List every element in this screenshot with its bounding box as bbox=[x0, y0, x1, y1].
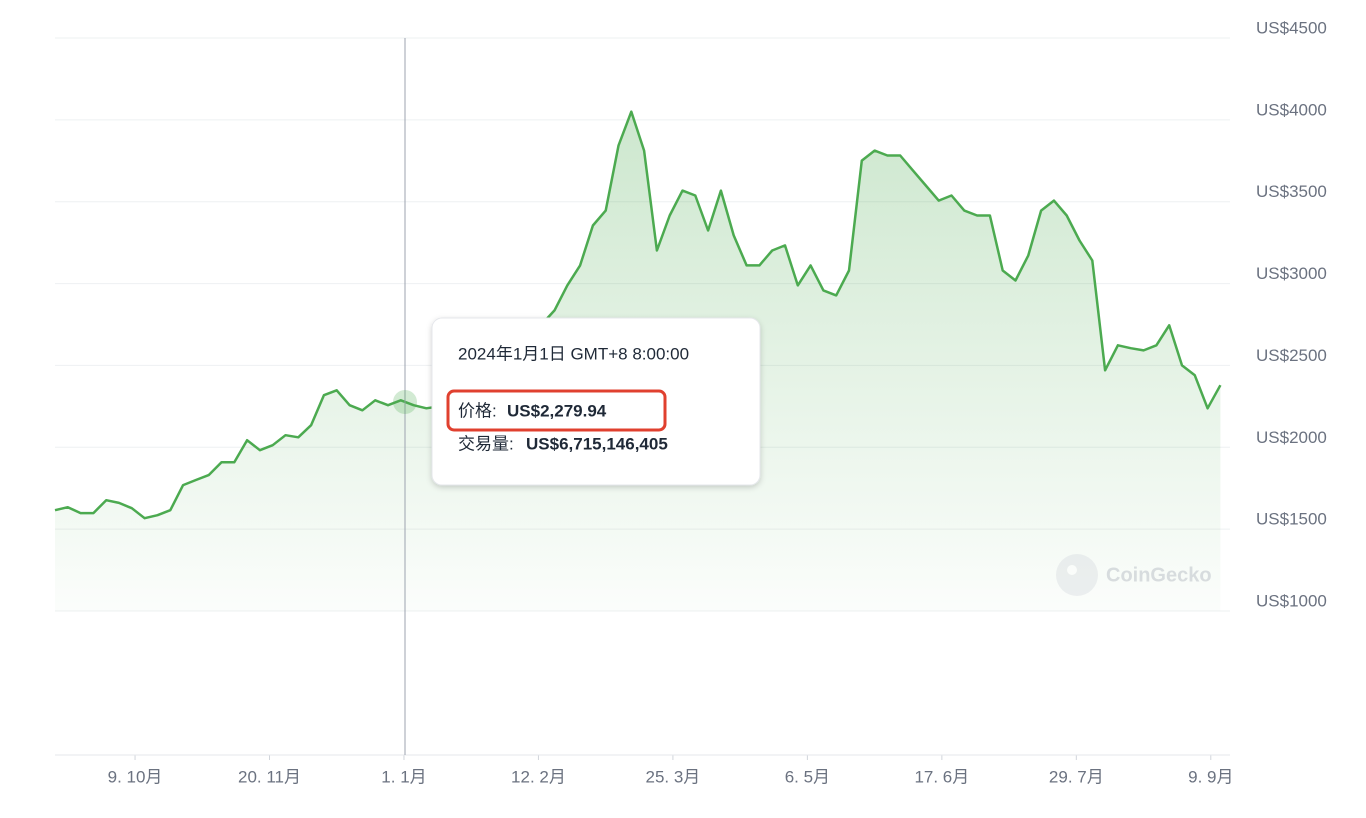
x-tick-label: 17. 6月 bbox=[914, 767, 969, 786]
x-tick-label: 6. 5月 bbox=[785, 767, 830, 786]
price-label: 价格: bbox=[458, 401, 497, 420]
volume-label: 交易量: bbox=[458, 434, 514, 453]
x-tick-label: 1. 1月 bbox=[381, 767, 426, 786]
x-tick-label: 12. 2月 bbox=[511, 767, 566, 786]
y-tick-label: US$2000 bbox=[1256, 428, 1327, 447]
watermark: CoinGecko bbox=[1056, 554, 1212, 596]
tooltip: 2024年1月1日 GMT+8 8:00:00 价格: US$2,279.94 … bbox=[431, 317, 761, 486]
y-tick-label: US$3000 bbox=[1256, 264, 1327, 283]
y-tick-label: US$2500 bbox=[1256, 346, 1327, 365]
watermark-text: CoinGecko bbox=[1106, 564, 1212, 586]
hover-point bbox=[393, 390, 417, 414]
line bbox=[54, 110, 1222, 520]
x-tick-label: 25. 3月 bbox=[646, 767, 701, 786]
y-tick-label: US$4000 bbox=[1256, 100, 1327, 119]
x-tick-label: 20. 11月 bbox=[238, 767, 301, 786]
x-tick-label: 29. 7月 bbox=[1049, 767, 1104, 786]
volume-value: US$6,715,146,405 bbox=[526, 434, 668, 453]
y-tick-label: US$4500 bbox=[1256, 18, 1327, 37]
y-tick-label: US$1500 bbox=[1256, 510, 1327, 529]
y-tick-label: US$1000 bbox=[1256, 591, 1327, 610]
price-value: US$2,279.94 bbox=[507, 401, 607, 420]
y-tick-label: US$3500 bbox=[1256, 182, 1327, 201]
tooltip-date: 2024年1月1日 GMT+8 8:00:00 bbox=[458, 344, 689, 363]
x-tick-label: 9. 9月 bbox=[1188, 767, 1233, 786]
highlight bbox=[446, 389, 667, 432]
x-tick-label: 9. 10月 bbox=[108, 767, 163, 786]
tooltip-box bbox=[431, 317, 761, 486]
